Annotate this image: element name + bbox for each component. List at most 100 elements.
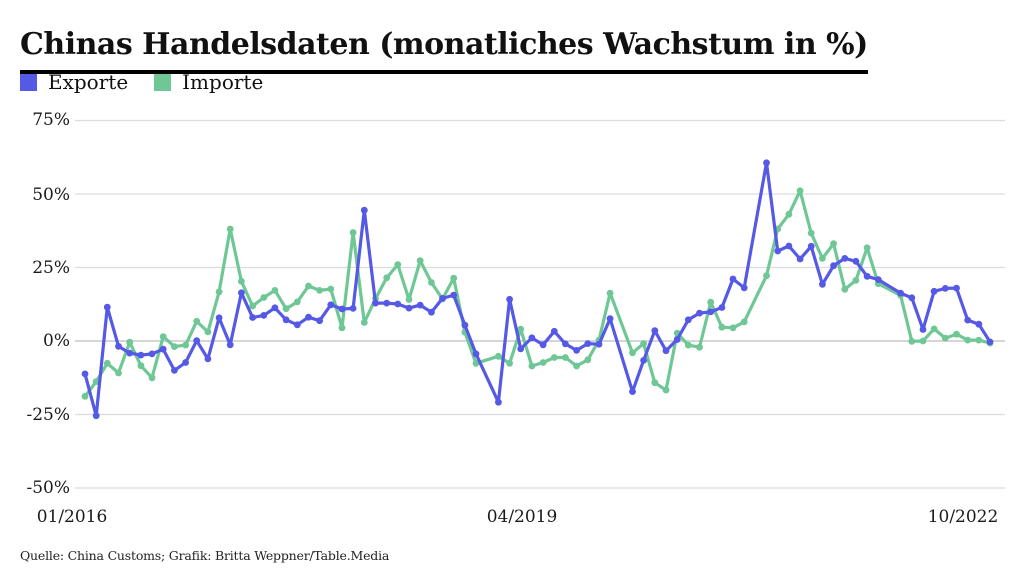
data-point-exporte	[405, 304, 413, 312]
data-point-exporte	[461, 321, 469, 329]
data-point-exporte	[238, 289, 245, 297]
data-point-importe	[696, 343, 703, 351]
data-point-exporte	[394, 300, 402, 308]
data-point-importe	[729, 324, 737, 332]
data-point-importe	[148, 374, 156, 382]
data-point-exporte	[282, 316, 290, 324]
data-point-exporte	[416, 301, 424, 309]
data-point-exporte	[584, 340, 592, 347]
data-point-exporte	[807, 242, 815, 250]
data-point-importe	[204, 328, 212, 336]
data-point-exporte	[595, 340, 603, 348]
data-point-exporte	[182, 359, 190, 366]
data-point-importe	[193, 317, 201, 325]
data-point-exporte	[707, 308, 715, 316]
data-point-importe	[103, 359, 111, 367]
data-point-importe	[640, 340, 647, 347]
data-point-exporte	[528, 334, 536, 342]
legend-label-importe: Importe	[182, 70, 264, 94]
data-point-exporte	[651, 327, 659, 335]
data-point-importe	[807, 229, 815, 237]
data-point-importe	[740, 318, 748, 326]
data-point-importe	[841, 285, 849, 293]
data-point-exporte	[830, 262, 837, 270]
data-point-importe	[684, 341, 692, 349]
y-tick-0: 0%	[43, 331, 70, 351]
data-point-exporte	[874, 276, 882, 283]
data-point-importe	[539, 359, 547, 366]
data-point-exporte	[841, 255, 849, 262]
data-point-importe	[305, 282, 312, 290]
data-point-importe	[495, 352, 502, 360]
data-point-importe	[606, 289, 614, 297]
data-point-importe	[975, 336, 983, 344]
data-point-importe	[930, 325, 938, 333]
data-point-exporte	[897, 289, 904, 297]
data-point-importe	[215, 288, 223, 296]
data-point-exporte	[148, 350, 156, 358]
data-point-exporte	[159, 345, 167, 353]
y-tick-75: 75%	[32, 110, 70, 130]
chart-legend: Exporte Importe	[20, 70, 279, 94]
page-title: Chinas Handelsdaten (monatliches Wachstu…	[20, 28, 868, 74]
data-point-exporte	[316, 317, 323, 325]
exporte-swatch-icon	[20, 73, 37, 91]
data-point-exporte	[349, 305, 357, 312]
data-point-exporte	[684, 316, 692, 324]
data-point-exporte	[964, 316, 972, 324]
data-point-exporte	[852, 257, 860, 265]
data-point-exporte	[774, 247, 782, 255]
data-point-exporte	[126, 349, 134, 357]
data-point-exporte	[271, 304, 279, 312]
data-point-importe	[662, 386, 670, 394]
data-point-importe	[394, 261, 402, 268]
data-point-importe	[919, 337, 927, 345]
data-point-importe	[171, 343, 178, 350]
data-point-exporte	[953, 284, 960, 292]
data-point-exporte	[193, 337, 201, 345]
data-point-exporte	[785, 242, 793, 250]
data-point-importe	[316, 287, 323, 294]
data-point-exporte	[539, 341, 547, 349]
data-point-exporte	[517, 345, 525, 353]
data-point-exporte	[81, 370, 89, 378]
data-point-exporte	[428, 308, 435, 316]
data-point-exporte	[606, 315, 614, 323]
data-point-exporte	[629, 388, 636, 395]
data-point-importe	[472, 359, 480, 367]
data-point-exporte	[930, 287, 938, 295]
data-point-exporte	[204, 355, 212, 363]
data-point-importe	[584, 356, 592, 364]
data-point-exporte	[450, 291, 458, 299]
data-point-importe	[528, 362, 536, 370]
source-credit: Quelle: China Customs; Grafik: Britta We…	[20, 548, 390, 563]
data-point-exporte	[662, 347, 670, 355]
data-point-exporte	[249, 314, 256, 321]
data-point-exporte	[696, 309, 703, 317]
importe-swatch-icon	[154, 73, 172, 91]
data-point-importe	[349, 229, 357, 236]
data-point-importe	[271, 287, 279, 294]
data-point-importe	[852, 277, 860, 284]
data-point-exporte	[171, 367, 178, 374]
data-point-exporte	[819, 280, 826, 288]
data-point-exporte	[327, 301, 335, 309]
y-tick-25: 25%	[32, 258, 70, 278]
data-point-importe	[819, 255, 826, 262]
data-point-exporte	[863, 272, 871, 280]
data-point-importe	[159, 333, 167, 340]
data-point-importe	[327, 285, 335, 293]
data-point-importe	[137, 362, 145, 370]
data-point-importe	[293, 298, 301, 306]
data-point-exporte	[92, 412, 100, 420]
data-point-exporte	[908, 294, 916, 302]
x-tick-2019: 04/2019	[486, 507, 558, 527]
data-point-exporte	[941, 285, 949, 292]
data-point-exporte	[562, 340, 569, 348]
data-point-exporte	[103, 303, 111, 311]
data-point-importe	[707, 298, 715, 306]
legend-item-exporte: Exporte	[20, 70, 128, 94]
data-point-exporte	[729, 275, 737, 283]
data-point-exporte	[506, 295, 513, 303]
data-point-exporte	[763, 159, 770, 167]
